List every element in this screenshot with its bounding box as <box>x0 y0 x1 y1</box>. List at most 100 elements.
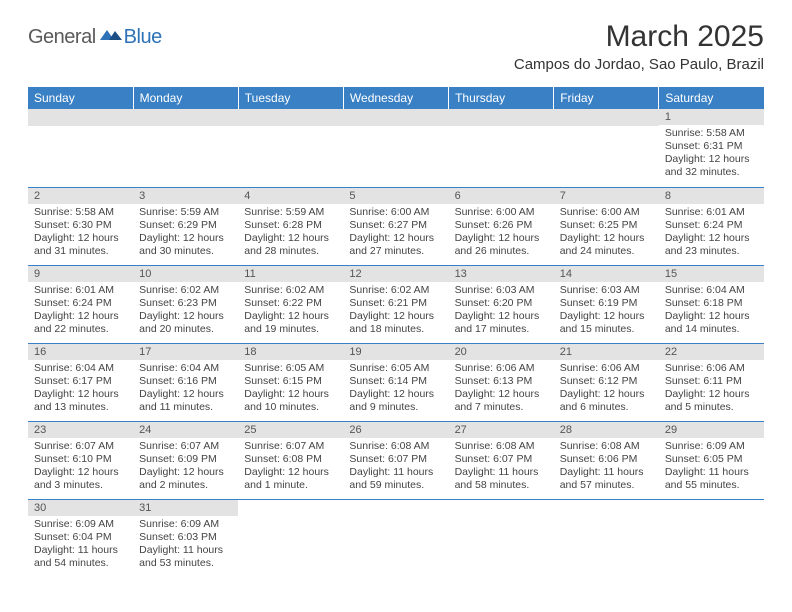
calendar-cell <box>28 109 133 187</box>
calendar-cell: 5Sunrise: 6:00 AMSunset: 6:27 PMDaylight… <box>343 187 448 265</box>
sunset-line: Sunset: 6:13 PM <box>455 375 548 388</box>
daylight-line: Daylight: 12 hours and 27 minutes. <box>349 232 442 258</box>
daylight-line: Daylight: 11 hours and 54 minutes. <box>34 544 127 570</box>
calendar-cell <box>133 109 238 187</box>
day-content: Sunrise: 6:09 AMSunset: 6:05 PMDaylight:… <box>659 438 764 497</box>
calendar-row: 1Sunrise: 5:58 AMSunset: 6:31 PMDaylight… <box>28 109 764 187</box>
sunrise-line: Sunrise: 6:08 AM <box>349 440 442 453</box>
day-number: 5 <box>343 188 448 204</box>
daylight-line: Daylight: 12 hours and 10 minutes. <box>244 388 337 414</box>
day-number: 15 <box>659 266 764 282</box>
day-header-sunday: Sunday <box>28 87 133 109</box>
calendar-cell: 15Sunrise: 6:04 AMSunset: 6:18 PMDayligh… <box>659 265 764 343</box>
sunrise-line: Sunrise: 6:04 AM <box>139 362 232 375</box>
daylight-line: Daylight: 12 hours and 28 minutes. <box>244 232 337 258</box>
day-number: 12 <box>343 266 448 282</box>
calendar-cell: 21Sunrise: 6:06 AMSunset: 6:12 PMDayligh… <box>554 343 659 421</box>
day-content: Sunrise: 6:06 AMSunset: 6:12 PMDaylight:… <box>554 360 659 419</box>
empty-day-strip <box>133 109 238 126</box>
sunset-line: Sunset: 6:21 PM <box>349 297 442 310</box>
calendar-cell <box>238 109 343 187</box>
day-content: Sunrise: 6:00 AMSunset: 6:27 PMDaylight:… <box>343 204 448 263</box>
sunrise-line: Sunrise: 6:00 AM <box>455 206 548 219</box>
calendar-cell: 11Sunrise: 6:02 AMSunset: 6:22 PMDayligh… <box>238 265 343 343</box>
day-header-monday: Monday <box>133 87 238 109</box>
day-number: 27 <box>449 422 554 438</box>
sunset-line: Sunset: 6:24 PM <box>34 297 127 310</box>
day-content: Sunrise: 6:03 AMSunset: 6:20 PMDaylight:… <box>449 282 554 341</box>
day-number: 14 <box>554 266 659 282</box>
day-content: Sunrise: 6:00 AMSunset: 6:25 PMDaylight:… <box>554 204 659 263</box>
daylight-line: Daylight: 12 hours and 20 minutes. <box>139 310 232 336</box>
sunrise-line: Sunrise: 6:02 AM <box>139 284 232 297</box>
sunrise-line: Sunrise: 6:08 AM <box>455 440 548 453</box>
day-header-wednesday: Wednesday <box>343 87 448 109</box>
sunrise-line: Sunrise: 6:08 AM <box>560 440 653 453</box>
calendar-cell: 13Sunrise: 6:03 AMSunset: 6:20 PMDayligh… <box>449 265 554 343</box>
calendar-cell: 26Sunrise: 6:08 AMSunset: 6:07 PMDayligh… <box>343 421 448 499</box>
sunset-line: Sunset: 6:31 PM <box>665 140 758 153</box>
calendar-cell: 1Sunrise: 5:58 AMSunset: 6:31 PMDaylight… <box>659 109 764 187</box>
day-header-tuesday: Tuesday <box>238 87 343 109</box>
daylight-line: Daylight: 12 hours and 23 minutes. <box>665 232 758 258</box>
daylight-line: Daylight: 12 hours and 18 minutes. <box>349 310 442 336</box>
day-content: Sunrise: 6:02 AMSunset: 6:22 PMDaylight:… <box>238 282 343 341</box>
calendar-cell <box>449 499 554 577</box>
sunrise-line: Sunrise: 6:03 AM <box>455 284 548 297</box>
logo-text-blue: Blue <box>124 26 162 49</box>
day-content: Sunrise: 6:00 AMSunset: 6:26 PMDaylight:… <box>449 204 554 263</box>
calendar-cell: 28Sunrise: 6:08 AMSunset: 6:06 PMDayligh… <box>554 421 659 499</box>
day-content: Sunrise: 6:08 AMSunset: 6:07 PMDaylight:… <box>343 438 448 497</box>
day-number: 18 <box>238 344 343 360</box>
day-number: 17 <box>133 344 238 360</box>
daylight-line: Daylight: 12 hours and 13 minutes. <box>34 388 127 414</box>
calendar-cell: 8Sunrise: 6:01 AMSunset: 6:24 PMDaylight… <box>659 187 764 265</box>
calendar-cell: 6Sunrise: 6:00 AMSunset: 6:26 PMDaylight… <box>449 187 554 265</box>
day-number: 23 <box>28 422 133 438</box>
calendar-cell <box>343 499 448 577</box>
calendar-cell: 29Sunrise: 6:09 AMSunset: 6:05 PMDayligh… <box>659 421 764 499</box>
sunrise-line: Sunrise: 6:07 AM <box>244 440 337 453</box>
calendar-row: 23Sunrise: 6:07 AMSunset: 6:10 PMDayligh… <box>28 421 764 499</box>
sunrise-line: Sunrise: 6:04 AM <box>665 284 758 297</box>
sunset-line: Sunset: 6:27 PM <box>349 219 442 232</box>
sunset-line: Sunset: 6:07 PM <box>349 453 442 466</box>
empty-day-strip <box>554 109 659 126</box>
sunset-line: Sunset: 6:24 PM <box>665 219 758 232</box>
sunset-line: Sunset: 6:25 PM <box>560 219 653 232</box>
sunrise-line: Sunrise: 5:58 AM <box>665 127 758 140</box>
calendar-cell: 19Sunrise: 6:05 AMSunset: 6:14 PMDayligh… <box>343 343 448 421</box>
day-content: Sunrise: 6:01 AMSunset: 6:24 PMDaylight:… <box>28 282 133 341</box>
day-number: 28 <box>554 422 659 438</box>
daylight-line: Daylight: 12 hours and 30 minutes. <box>139 232 232 258</box>
daylight-line: Daylight: 12 hours and 2 minutes. <box>139 466 232 492</box>
daylight-line: Daylight: 12 hours and 31 minutes. <box>34 232 127 258</box>
empty-day-strip <box>28 109 133 126</box>
calendar-cell: 24Sunrise: 6:07 AMSunset: 6:09 PMDayligh… <box>133 421 238 499</box>
sunrise-line: Sunrise: 6:07 AM <box>139 440 232 453</box>
month-title: March 2025 <box>514 20 764 54</box>
sunrise-line: Sunrise: 6:00 AM <box>349 206 442 219</box>
day-content: Sunrise: 6:05 AMSunset: 6:14 PMDaylight:… <box>343 360 448 419</box>
sunset-line: Sunset: 6:07 PM <box>455 453 548 466</box>
daylight-line: Daylight: 12 hours and 32 minutes. <box>665 153 758 179</box>
sunrise-line: Sunrise: 6:09 AM <box>139 518 232 531</box>
calendar-header-row: SundayMondayTuesdayWednesdayThursdayFrid… <box>28 87 764 109</box>
day-content: Sunrise: 5:59 AMSunset: 6:29 PMDaylight:… <box>133 204 238 263</box>
header: General Blue March 2025 Campos do Jordao… <box>0 0 792 81</box>
calendar-cell: 12Sunrise: 6:02 AMSunset: 6:21 PMDayligh… <box>343 265 448 343</box>
calendar-row: 16Sunrise: 6:04 AMSunset: 6:17 PMDayligh… <box>28 343 764 421</box>
calendar-cell: 14Sunrise: 6:03 AMSunset: 6:19 PMDayligh… <box>554 265 659 343</box>
calendar-row: 9Sunrise: 6:01 AMSunset: 6:24 PMDaylight… <box>28 265 764 343</box>
day-content: Sunrise: 6:07 AMSunset: 6:09 PMDaylight:… <box>133 438 238 497</box>
calendar-cell: 22Sunrise: 6:06 AMSunset: 6:11 PMDayligh… <box>659 343 764 421</box>
sunrise-line: Sunrise: 6:06 AM <box>665 362 758 375</box>
sunset-line: Sunset: 6:04 PM <box>34 531 127 544</box>
daylight-line: Daylight: 12 hours and 7 minutes. <box>455 388 548 414</box>
day-content: Sunrise: 5:58 AMSunset: 6:30 PMDaylight:… <box>28 204 133 263</box>
day-number: 29 <box>659 422 764 438</box>
sunset-line: Sunset: 6:29 PM <box>139 219 232 232</box>
sunset-line: Sunset: 6:03 PM <box>139 531 232 544</box>
sunset-line: Sunset: 6:17 PM <box>34 375 127 388</box>
sunrise-line: Sunrise: 6:03 AM <box>560 284 653 297</box>
